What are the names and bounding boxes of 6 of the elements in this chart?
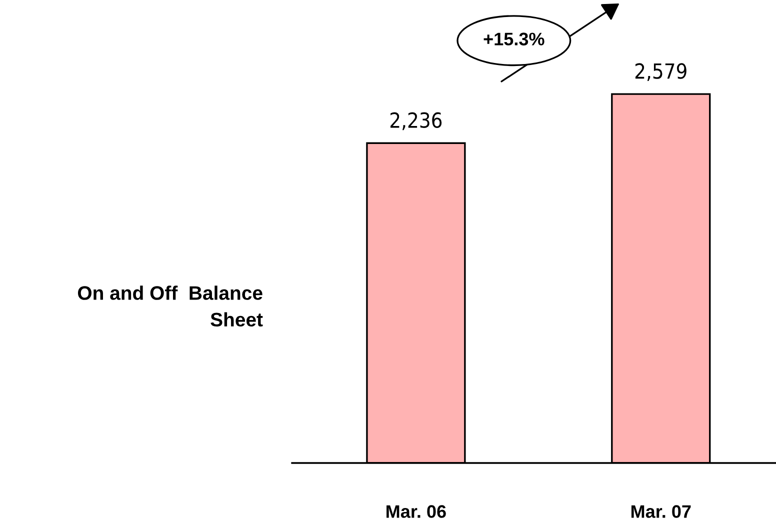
y-axis-title: On and Off Balance Sheet	[78, 286, 263, 327]
text: +15.3%	[484, 32, 544, 46]
x-tick-label: Mar. 07	[631, 505, 691, 518]
data-label: 2,579	[635, 63, 686, 82]
x-tick-label: Mar. 06	[386, 505, 446, 518]
data-label: 2,236	[390, 112, 442, 130]
